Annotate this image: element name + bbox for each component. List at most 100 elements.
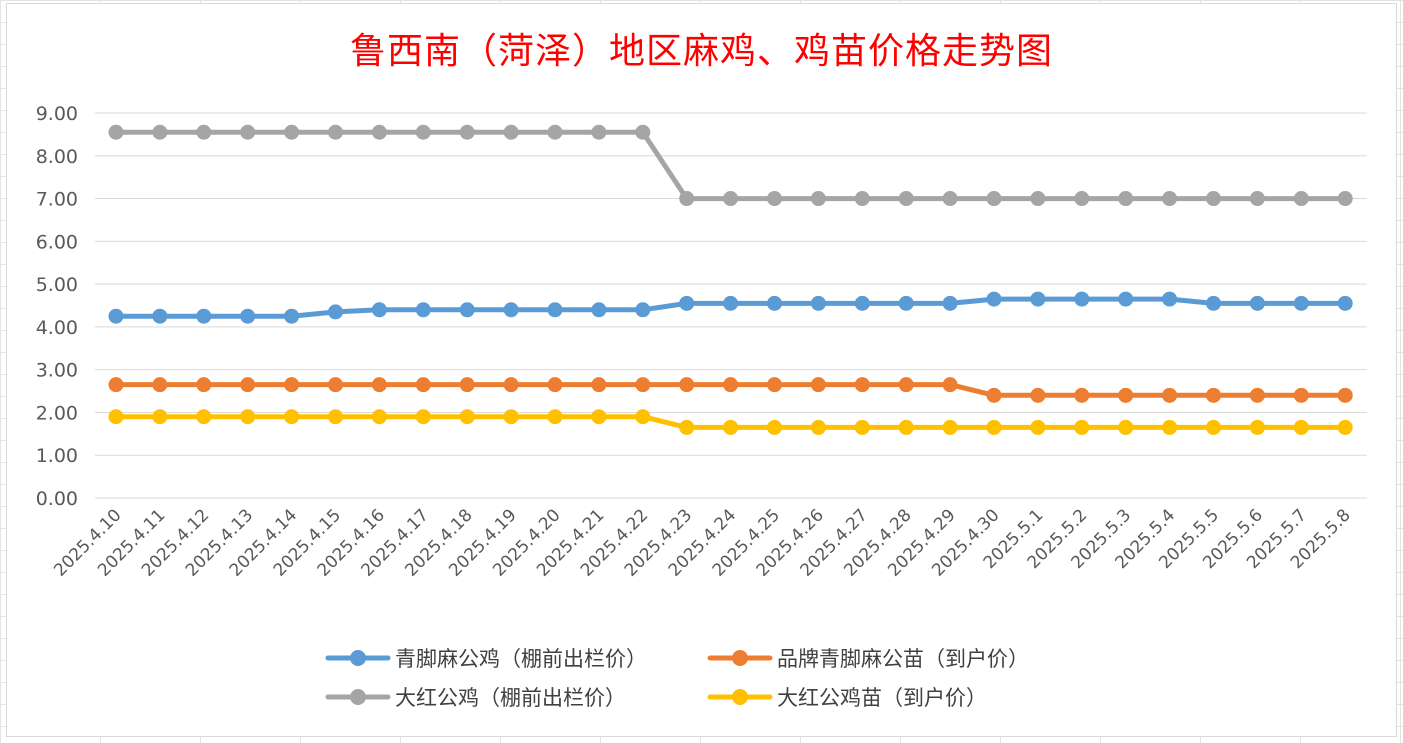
data-point[interactable] <box>284 377 300 393</box>
data-point[interactable] <box>108 409 124 425</box>
data-point[interactable] <box>547 124 563 140</box>
data-point[interactable] <box>1118 291 1134 307</box>
data-point[interactable] <box>459 377 475 393</box>
data-point[interactable] <box>635 124 651 140</box>
data-point[interactable] <box>108 377 124 393</box>
data-point[interactable] <box>284 308 300 324</box>
data-point[interactable] <box>1030 387 1046 403</box>
data-point[interactable] <box>547 302 563 318</box>
data-point[interactable] <box>1249 419 1265 435</box>
data-point[interactable] <box>723 419 739 435</box>
data-point[interactable] <box>942 295 958 311</box>
data-point[interactable] <box>679 191 695 207</box>
data-point[interactable] <box>371 302 387 318</box>
data-point[interactable] <box>1030 291 1046 307</box>
data-point[interactable] <box>547 409 563 425</box>
data-point[interactable] <box>108 124 124 140</box>
data-point[interactable] <box>1249 295 1265 311</box>
data-point[interactable] <box>415 124 431 140</box>
data-point[interactable] <box>854 295 870 311</box>
data-point[interactable] <box>328 304 343 320</box>
data-point[interactable] <box>1337 387 1353 403</box>
data-point[interactable] <box>942 419 958 435</box>
data-point[interactable] <box>810 419 826 435</box>
data-point[interactable] <box>635 302 651 318</box>
data-point[interactable] <box>108 308 124 324</box>
data-point[interactable] <box>1030 191 1046 207</box>
data-point[interactable] <box>503 302 519 318</box>
data-point[interactable] <box>1162 387 1178 403</box>
data-point[interactable] <box>415 302 431 318</box>
data-point[interactable] <box>328 409 343 425</box>
data-point[interactable] <box>152 377 168 393</box>
data-point[interactable] <box>679 295 695 311</box>
data-point[interactable] <box>723 191 739 207</box>
data-point[interactable] <box>152 124 168 140</box>
data-point[interactable] <box>547 377 563 393</box>
data-point[interactable] <box>854 377 870 393</box>
data-point[interactable] <box>503 409 519 425</box>
data-point[interactable] <box>1337 295 1353 311</box>
data-point[interactable] <box>635 377 651 393</box>
data-point[interactable] <box>240 409 256 425</box>
data-point[interactable] <box>986 419 1002 435</box>
data-point[interactable] <box>854 191 870 207</box>
data-point[interactable] <box>459 302 475 318</box>
data-point[interactable] <box>1293 387 1309 403</box>
data-point[interactable] <box>415 409 431 425</box>
data-point[interactable] <box>635 409 651 425</box>
data-point[interactable] <box>1206 387 1221 403</box>
data-point[interactable] <box>591 302 607 318</box>
data-point[interactable] <box>767 377 782 393</box>
data-point[interactable] <box>591 124 607 140</box>
data-point[interactable] <box>1293 295 1309 311</box>
data-point[interactable] <box>152 308 168 324</box>
data-point[interactable] <box>986 291 1002 307</box>
data-point[interactable] <box>1249 191 1265 207</box>
data-point[interactable] <box>591 377 607 393</box>
data-point[interactable] <box>1337 191 1353 207</box>
data-point[interactable] <box>591 409 607 425</box>
data-point[interactable] <box>152 409 168 425</box>
data-point[interactable] <box>503 124 519 140</box>
data-point[interactable] <box>898 191 914 207</box>
data-point[interactable] <box>679 419 695 435</box>
data-point[interactable] <box>767 191 782 207</box>
data-point[interactable] <box>942 377 958 393</box>
data-point[interactable] <box>723 377 739 393</box>
data-point[interactable] <box>1074 387 1090 403</box>
data-point[interactable] <box>1118 387 1134 403</box>
data-point[interactable] <box>503 377 519 393</box>
data-point[interactable] <box>328 377 343 393</box>
data-point[interactable] <box>371 377 387 393</box>
data-point[interactable] <box>1118 191 1134 207</box>
data-point[interactable] <box>328 124 343 140</box>
data-point[interactable] <box>240 377 256 393</box>
data-point[interactable] <box>1162 419 1178 435</box>
data-point[interactable] <box>371 409 387 425</box>
data-point[interactable] <box>986 191 1002 207</box>
legend-item[interactable]: 大红公鸡（棚前出栏价） <box>325 686 626 710</box>
legend-item[interactable]: 品牌青脚麻公苗（到户价） <box>707 647 1029 671</box>
data-point[interactable] <box>1293 419 1309 435</box>
data-point[interactable] <box>459 409 475 425</box>
data-point[interactable] <box>1118 419 1134 435</box>
data-point[interactable] <box>196 124 212 140</box>
data-point[interactable] <box>1162 291 1178 307</box>
data-point[interactable] <box>723 295 739 311</box>
data-point[interactable] <box>196 409 212 425</box>
data-point[interactable] <box>1074 419 1090 435</box>
data-point[interactable] <box>898 419 914 435</box>
data-point[interactable] <box>196 308 212 324</box>
data-point[interactable] <box>284 124 300 140</box>
data-point[interactable] <box>1074 291 1090 307</box>
data-point[interactable] <box>679 377 695 393</box>
data-point[interactable] <box>284 409 300 425</box>
data-point[interactable] <box>854 419 870 435</box>
data-point[interactable] <box>196 377 212 393</box>
data-point[interactable] <box>1206 295 1221 311</box>
data-point[interactable] <box>767 295 782 311</box>
data-point[interactable] <box>415 377 431 393</box>
data-point[interactable] <box>1162 191 1178 207</box>
data-point[interactable] <box>1206 191 1221 207</box>
